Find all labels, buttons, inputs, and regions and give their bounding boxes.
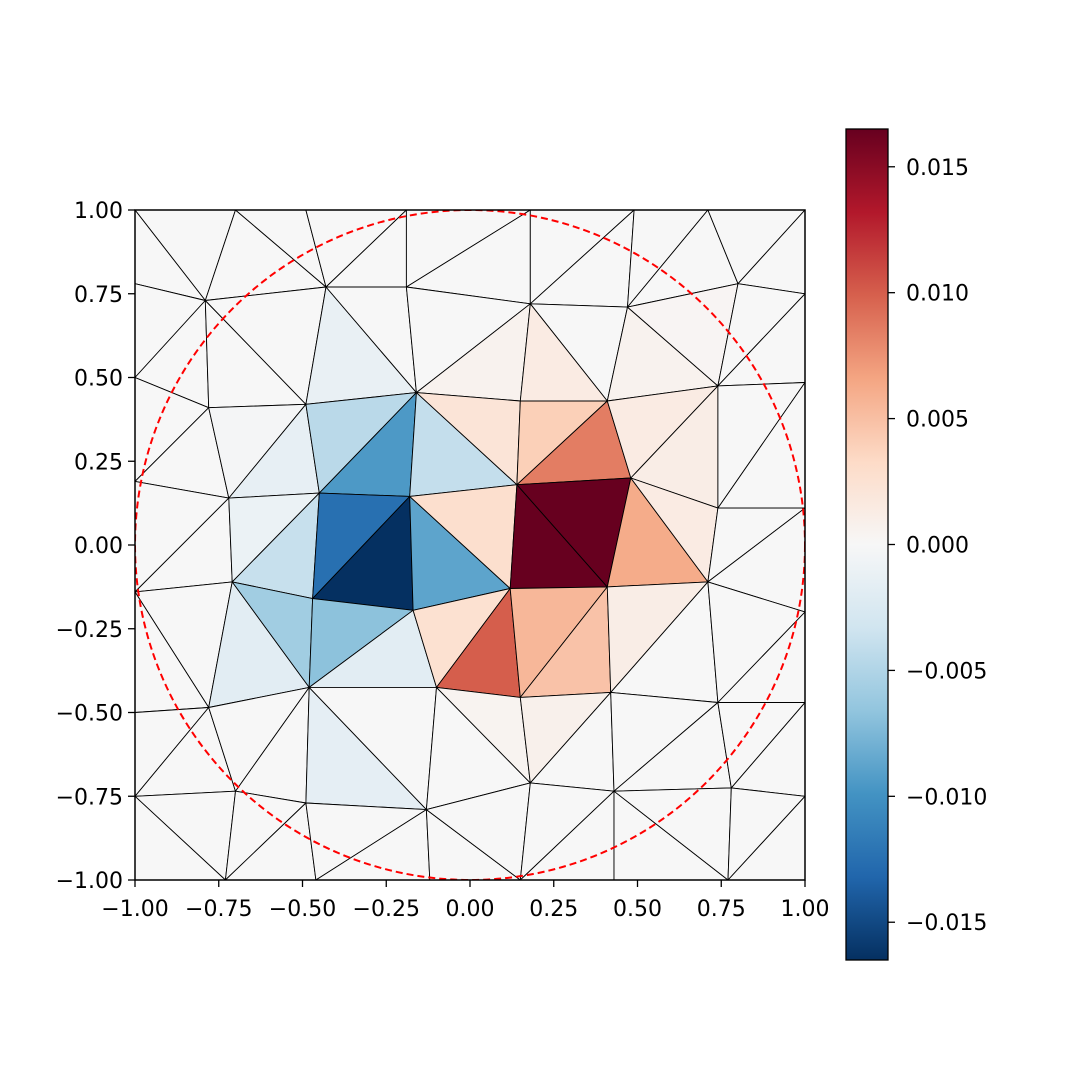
x-tick-label: 0.75 (697, 897, 746, 922)
y-tick-label: 0.50 (74, 367, 123, 392)
y-tick-label: 0.75 (74, 283, 123, 308)
colorbar-tick-label: 0.005 (906, 408, 969, 433)
colorbar-tick-label: −0.010 (906, 785, 987, 810)
y-tick-label: 0.00 (74, 534, 123, 559)
colorbar-tick-label: −0.015 (906, 911, 987, 936)
y-tick-label: 0.25 (74, 450, 123, 475)
colorbar: −0.015 −0.010 −0.005 0.000 0.005 0.010 0.015 (845, 128, 987, 961)
colorbar-scale (845, 128, 889, 961)
x-tick-label: −0.50 (269, 897, 336, 922)
x-axis: −1.00 −0.75 −0.50 −0.25 0.00 0.25 0.50 0.75 1.00 (101, 880, 829, 922)
x-tick-label: −0.25 (353, 897, 420, 922)
x-tick-label: 1.00 (781, 897, 830, 922)
mesh-triangle (727, 795, 805, 880)
x-tick-label: −1.00 (101, 897, 168, 922)
y-tick-label: −0.50 (56, 702, 123, 727)
y-tick-label: −0.25 (56, 618, 123, 643)
x-tick-label: 0.50 (613, 897, 662, 922)
x-tick-label: 0.00 (446, 897, 495, 922)
mesh-triangle (135, 795, 226, 880)
colorbar-tick-label: 0.010 (906, 282, 969, 307)
y-tick-label: −1.00 (56, 869, 123, 894)
triangulation-mesh (135, 210, 805, 880)
colorbar-tick-label: 0.015 (906, 156, 969, 181)
y-tick-label: −0.75 (56, 785, 123, 810)
x-tick-label: −0.75 (185, 897, 252, 922)
colorbar-tick-label: 0.000 (906, 534, 969, 559)
x-tick-label: 0.25 (529, 897, 578, 922)
y-tick-label: 1.00 (74, 199, 123, 224)
y-axis: −1.00 −0.75 −0.50 −0.25 0.00 0.25 0.50 0.75 1.00 (56, 199, 135, 894)
colorbar-tick-label: −0.005 (906, 659, 987, 684)
